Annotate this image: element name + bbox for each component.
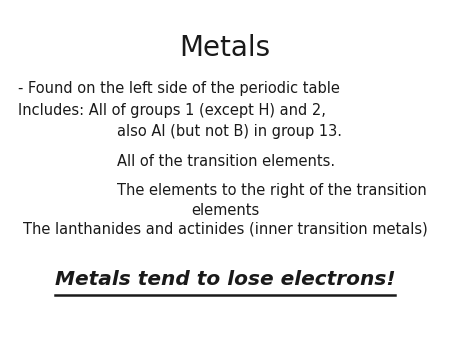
- Text: also Al (but not B) in group 13.: also Al (but not B) in group 13.: [117, 124, 342, 139]
- Text: The elements to the right of the transition: The elements to the right of the transit…: [117, 183, 427, 197]
- Text: - Found on the left side of the periodic table: - Found on the left side of the periodic…: [18, 81, 340, 96]
- Text: Includes: All of groups 1 (except H) and 2,: Includes: All of groups 1 (except H) and…: [18, 103, 326, 118]
- Text: All of the transition elements.: All of the transition elements.: [117, 154, 335, 169]
- Text: Metals: Metals: [180, 34, 270, 62]
- Text: The lanthanides and actinides (inner transition metals): The lanthanides and actinides (inner tra…: [22, 221, 427, 236]
- Text: Metals tend to lose electrons!: Metals tend to lose electrons!: [55, 270, 395, 289]
- Text: elements: elements: [191, 203, 259, 218]
